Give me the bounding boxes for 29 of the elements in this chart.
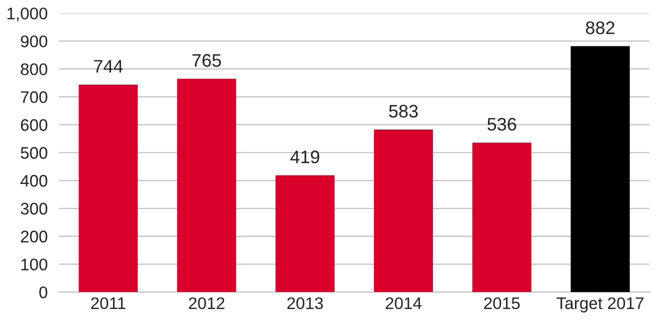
x-tick-label: 2013 — [287, 297, 323, 310]
y-tick-label: 400 — [20, 174, 48, 187]
y-tick-label: 200 — [20, 230, 48, 242]
x-tick-label: 2012 — [188, 297, 224, 310]
y-tick-label: 700 — [20, 91, 48, 104]
y-tick-label: 300 — [20, 202, 48, 215]
y-tick-label: 500 — [20, 147, 48, 159]
y-tick-label: 800 — [20, 63, 48, 76]
y-tick-label: 900 — [20, 35, 48, 48]
y-tick-label: 600 — [20, 119, 48, 131]
bar — [78, 84, 138, 292]
data-label: 583 — [389, 104, 418, 118]
bar — [374, 129, 433, 292]
bar — [177, 78, 236, 292]
data-label: 744 — [94, 60, 123, 73]
y-tick-label: 1,000 — [7, 8, 48, 22]
data-label: 536 — [488, 118, 516, 131]
data-label: 419 — [290, 150, 320, 164]
x-tick-label: 2014 — [386, 297, 422, 310]
y-tick-label: 100 — [21, 258, 48, 270]
bar — [472, 142, 532, 292]
x-tick-label: Target 2017 — [556, 297, 644, 312]
y-tick-label: 0 — [39, 286, 48, 298]
data-label: 882 — [586, 21, 614, 34]
bar — [276, 175, 335, 292]
bar — [570, 46, 630, 292]
x-tick-label: 2015 — [484, 297, 520, 310]
x-tick-label: 2011 — [91, 297, 126, 310]
data-label: 765 — [192, 54, 221, 67]
